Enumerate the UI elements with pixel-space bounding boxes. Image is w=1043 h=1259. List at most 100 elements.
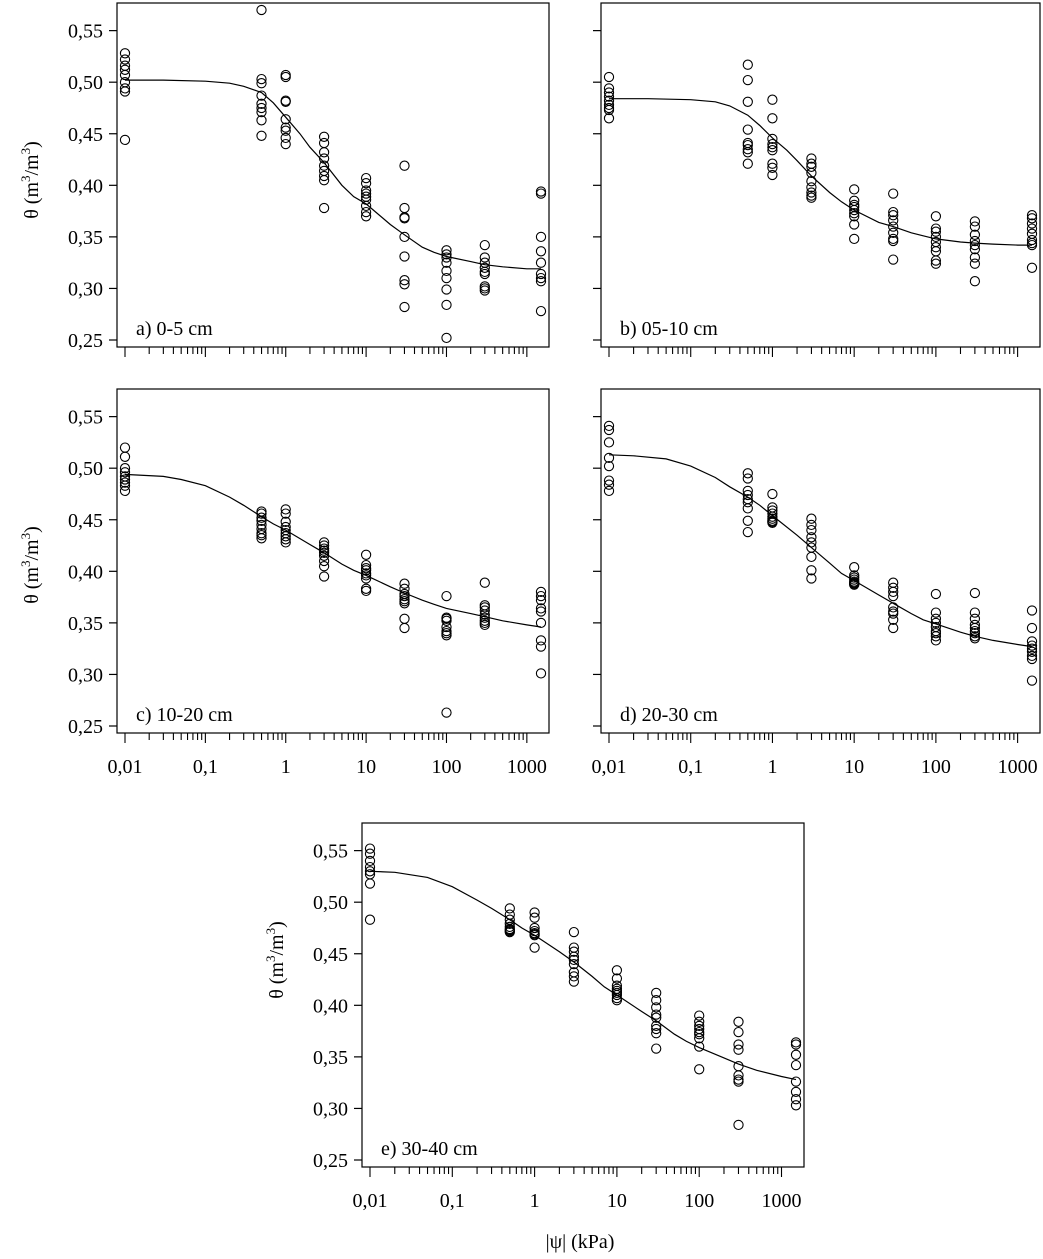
data-point: [767, 517, 778, 528]
panel-e: 0,25 0,30 0,35 0,40 0,45 0,50 0,55 0,01 0,1 1 10 10…: [313, 822, 805, 1212]
data-point: [441, 707, 452, 718]
data-point: [930, 635, 942, 646]
data-point: [280, 504, 291, 515]
data-point: [742, 139, 753, 151]
data-point: [360, 573, 372, 584]
data-point: [1026, 650, 1038, 662]
data-point: [256, 508, 267, 519]
data-point: [930, 628, 942, 639]
data-point: [280, 114, 291, 125]
data-point: [535, 603, 547, 614]
data-point: [529, 907, 540, 918]
data-point: [742, 468, 753, 479]
data-point: [364, 866, 376, 877]
x-tick-label: 1000: [507, 756, 547, 778]
data-point: [1026, 646, 1038, 657]
data-point: [568, 926, 580, 938]
data-point: [535, 617, 547, 629]
data-point: [790, 1086, 802, 1098]
panel-c: 0,25 0,30 0,35 0,40 0,45 0,50 0,55 0,01 0,1 1 10 10…: [68, 388, 550, 778]
data-point: [888, 235, 899, 247]
data-point: [888, 602, 899, 613]
data-point: [790, 1076, 802, 1087]
data-point: [441, 252, 452, 263]
data-point: [849, 204, 860, 216]
data-point: [849, 184, 860, 195]
y-tick-label: 0,55: [313, 841, 348, 863]
data-point: [603, 87, 615, 98]
data-point: [280, 537, 291, 548]
fitted-curve: [124, 473, 542, 628]
data-point: [399, 275, 410, 286]
data-point: [969, 239, 981, 251]
x-tick-label: 100: [431, 756, 461, 778]
data-point: [742, 59, 753, 70]
y-tick-label: 0,35: [68, 227, 103, 249]
data-point: [256, 512, 267, 523]
data-point: [280, 69, 291, 81]
data-point: [694, 1033, 705, 1044]
data-point: [535, 606, 547, 617]
data-point: [930, 226, 942, 237]
plot-frame: [600, 2, 1041, 348]
data-point: [479, 577, 490, 588]
data-point: [479, 239, 490, 251]
data-point: [651, 1020, 662, 1032]
data-point: [399, 590, 410, 602]
data-point: [1026, 234, 1038, 246]
x-tick-label: 10: [356, 756, 376, 778]
x-tick-label: 0,01: [592, 756, 627, 778]
data-point: [694, 1020, 705, 1032]
data-point: [767, 133, 778, 145]
data-point: [651, 1023, 662, 1035]
data-point: [767, 94, 778, 105]
data-point: [364, 848, 376, 859]
data-point: [256, 98, 267, 109]
data-point: [360, 549, 372, 560]
data-point: [930, 613, 942, 624]
data-point: [399, 251, 410, 262]
data-point: [535, 188, 547, 199]
data-point: [930, 231, 942, 243]
data-point: [790, 1037, 802, 1048]
data-point: [603, 460, 615, 472]
y-tick-label: 0,40: [68, 175, 103, 197]
y-tick-label: 0,25: [313, 1150, 348, 1172]
data-point: [1026, 675, 1038, 686]
panel-label: e) 30-40 cm: [381, 1138, 478, 1160]
data-point: [360, 211, 372, 222]
data-point: [119, 83, 131, 94]
data-point: [364, 861, 376, 873]
data-point: [399, 598, 410, 609]
data-point: [651, 987, 662, 999]
data-point: [790, 1100, 802, 1111]
data-point: [969, 229, 981, 240]
data-point: [1026, 653, 1038, 665]
data-point: [806, 192, 817, 203]
data-point: [119, 48, 131, 59]
data-point: [1026, 262, 1038, 273]
data-point: [603, 104, 615, 116]
data-point: [969, 258, 981, 269]
data-point: [969, 216, 981, 227]
data-point: [888, 614, 899, 625]
data-point: [611, 989, 623, 1001]
data-point: [280, 138, 291, 150]
data-point: [479, 609, 490, 620]
data-point: [806, 176, 817, 187]
data-point: [479, 268, 490, 280]
y-axis-label-middle: θ (m3/m3): [18, 526, 43, 604]
data-point: [504, 918, 515, 929]
data-point: [568, 976, 580, 987]
data-point: [790, 1059, 802, 1071]
data-point: [806, 187, 817, 198]
data-point: [399, 279, 410, 290]
data-point: [767, 158, 778, 169]
data-point: [280, 71, 291, 83]
data-point: [806, 167, 817, 179]
data-point: [535, 268, 547, 280]
data-point: [767, 145, 778, 156]
x-tick-label: 0,1: [440, 1190, 465, 1212]
data-point: [399, 622, 410, 634]
data-point: [969, 622, 981, 634]
